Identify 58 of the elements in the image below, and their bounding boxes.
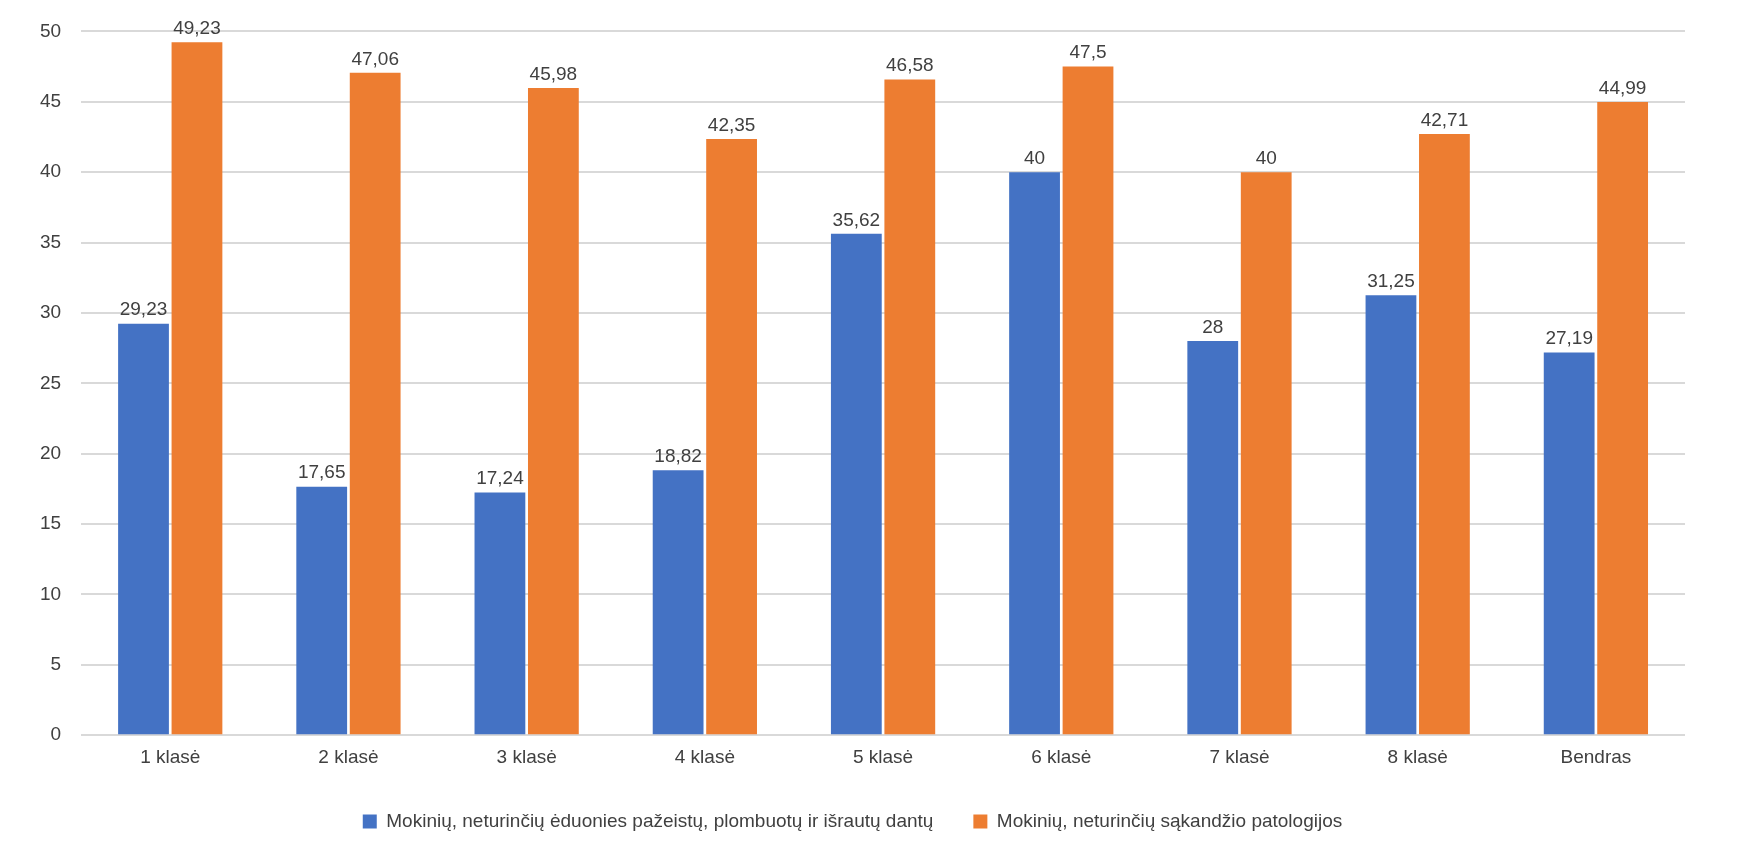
bar: [1543, 352, 1595, 735]
x-tick-label: 1 klasė: [140, 745, 201, 767]
bar: [1240, 172, 1292, 735]
bar: [1009, 172, 1060, 735]
data-label: 29,23: [119, 298, 168, 320]
x-tick-label: 8 klasė: [1387, 745, 1448, 767]
data-label: 42,71: [1420, 108, 1469, 130]
data-label: 40: [1255, 146, 1277, 168]
data-label: 18,82: [654, 445, 702, 467]
data-label: 45,98: [529, 62, 578, 84]
bar: [1419, 134, 1470, 735]
y-tick-label: 40: [39, 160, 62, 182]
x-tick-label: 7 klasė: [1209, 745, 1270, 767]
legend-label: Mokinių, neturinčių ėduonies pažeistų, plombuotų ir išrautų dantų: [386, 809, 934, 831]
data-label: 49,23: [173, 16, 221, 38]
x-tick-label: 4 klasė: [674, 745, 735, 767]
bar: [1187, 341, 1239, 735]
bar: [1597, 101, 1649, 735]
bar: [1365, 295, 1417, 735]
bar: [884, 79, 936, 735]
data-label: 47,5: [1069, 41, 1107, 63]
bar: [474, 492, 526, 735]
bar: [118, 323, 169, 735]
y-tick-label: 30: [39, 301, 62, 323]
x-tick-label: 6 klasė: [1031, 745, 1092, 767]
x-tick-label: Bendras: [1560, 745, 1632, 767]
bar: [1062, 66, 1114, 735]
y-tick-label: 15: [39, 512, 62, 534]
data-label: 47,06: [351, 47, 399, 69]
y-tick-label: 50: [39, 19, 62, 41]
bar: [349, 72, 401, 735]
legend-label: Mokinių, neturinčių sąkandžio patologijos: [996, 809, 1343, 831]
y-tick-label: 35: [39, 230, 62, 252]
data-label: 44,99: [1598, 76, 1647, 98]
data-label: 40: [1023, 146, 1046, 168]
data-label: 17,24: [476, 467, 525, 489]
data-label: 35,62: [832, 208, 881, 230]
data-label: 31,25: [1367, 270, 1415, 292]
bar: [706, 139, 757, 735]
data-label: 46,58: [886, 54, 934, 76]
y-tick-label: 45: [39, 90, 62, 112]
data-label: 28: [1202, 315, 1224, 337]
bar: [652, 470, 704, 735]
data-label: 42,35: [707, 113, 756, 135]
x-tick-label: 3 klasė: [496, 745, 557, 767]
bar: [171, 42, 223, 735]
y-tick-label: 20: [39, 441, 62, 463]
data-label: 27,19: [1545, 327, 1593, 349]
bar: [296, 486, 348, 735]
bar: [830, 233, 882, 735]
x-tick-label: 2 klasė: [318, 745, 379, 767]
y-tick-label: 25: [39, 371, 62, 393]
data-label: 17,65: [297, 461, 346, 483]
y-tick-label: 0: [50, 723, 62, 745]
y-tick-label: 10: [39, 582, 62, 604]
x-tick-label: 5 klasė: [852, 745, 914, 767]
bar: [527, 87, 579, 735]
y-tick-label: 5: [50, 653, 62, 675]
